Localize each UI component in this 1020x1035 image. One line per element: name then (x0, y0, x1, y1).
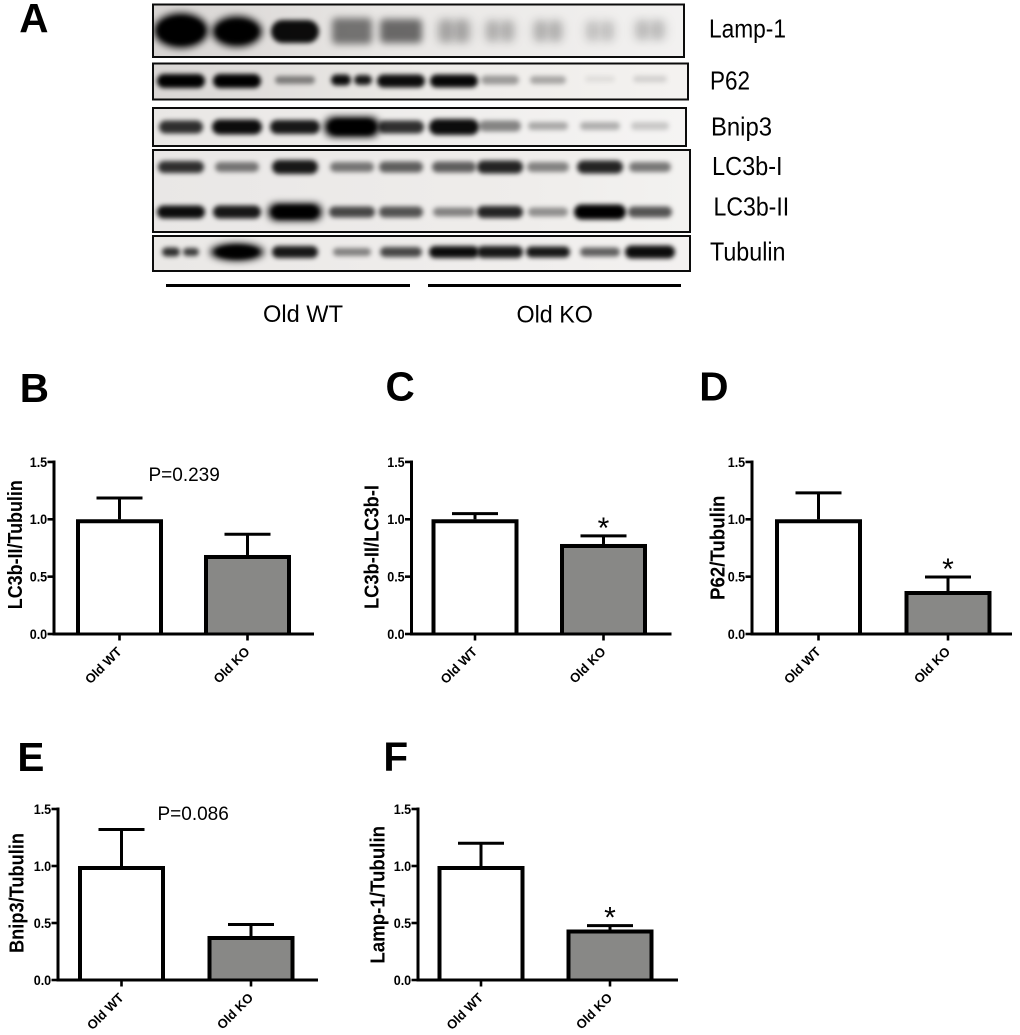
svg-text:Old WT: Old WT (82, 644, 125, 687)
svg-text:Old WT: Old WT (263, 301, 343, 328)
svg-text:Old WT: Old WT (437, 644, 480, 687)
svg-text:0.5: 0.5 (387, 568, 405, 584)
svg-text:1.0: 1.0 (30, 511, 48, 527)
svg-text:P=0.239: P=0.239 (149, 465, 220, 486)
svg-text:0.0: 0.0 (394, 972, 412, 988)
svg-text:*: * (598, 512, 610, 545)
svg-text:LC3b-II: LC3b-II (714, 191, 790, 221)
svg-text:1.5: 1.5 (387, 454, 405, 470)
svg-text:Old KO: Old KO (214, 990, 256, 1032)
svg-text:Old KO: Old KO (566, 644, 608, 686)
svg-text:1.5: 1.5 (728, 454, 746, 470)
svg-text:P62: P62 (710, 65, 750, 95)
svg-text:A: A (19, 0, 48, 41)
svg-text:1.0: 1.0 (34, 858, 52, 874)
svg-text:0.0: 0.0 (30, 626, 48, 642)
svg-text:Old KO: Old KO (517, 301, 593, 328)
svg-text:F: F (383, 734, 408, 780)
svg-text:Old KO: Old KO (573, 990, 615, 1032)
svg-text:E: E (17, 734, 44, 780)
svg-text:*: * (942, 553, 954, 586)
svg-text:0.5: 0.5 (394, 915, 412, 931)
svg-text:1.0: 1.0 (394, 858, 412, 874)
svg-text:0.5: 0.5 (34, 915, 52, 931)
svg-text:D: D (699, 364, 728, 410)
svg-text:Old WT: Old WT (84, 990, 127, 1033)
svg-text:Lamp-1: Lamp-1 (709, 14, 786, 44)
svg-text:0.5: 0.5 (30, 568, 48, 584)
svg-text:Tubulin: Tubulin (710, 236, 786, 266)
svg-text:LC3b-I: LC3b-I (712, 151, 783, 181)
svg-text:LC3b-II/LC3b-I: LC3b-II/LC3b-I (361, 485, 383, 609)
svg-text:C: C (386, 364, 415, 410)
svg-text:Bnip3/Tubulin: Bnip3/Tubulin (6, 833, 28, 953)
svg-text:1.5: 1.5 (34, 801, 52, 817)
svg-text:1.0: 1.0 (387, 511, 405, 527)
svg-text:LC3b-II/Tubulin: LC3b-II/Tubulin (5, 480, 27, 609)
svg-text:0.0: 0.0 (387, 626, 405, 642)
svg-text:P62/Tubulin: P62/Tubulin (707, 496, 729, 600)
svg-text:Old KO: Old KO (911, 644, 953, 686)
svg-text:*: * (604, 902, 616, 935)
svg-text:0.5: 0.5 (728, 568, 746, 584)
svg-text:0.0: 0.0 (728, 626, 746, 642)
svg-text:Old WT: Old WT (443, 990, 486, 1033)
svg-text:Old KO: Old KO (210, 644, 252, 686)
svg-text:P=0.086: P=0.086 (158, 804, 229, 825)
svg-text:Lamp-1/Tubulin: Lamp-1/Tubulin (368, 826, 390, 964)
svg-text:1.5: 1.5 (30, 454, 48, 470)
svg-text:0.0: 0.0 (34, 972, 52, 988)
svg-text:1.5: 1.5 (394, 801, 412, 817)
svg-text:Old WT: Old WT (781, 644, 824, 687)
svg-text:Bnip3: Bnip3 (711, 111, 772, 141)
svg-text:1.0: 1.0 (728, 511, 746, 527)
svg-text:B: B (20, 365, 49, 411)
